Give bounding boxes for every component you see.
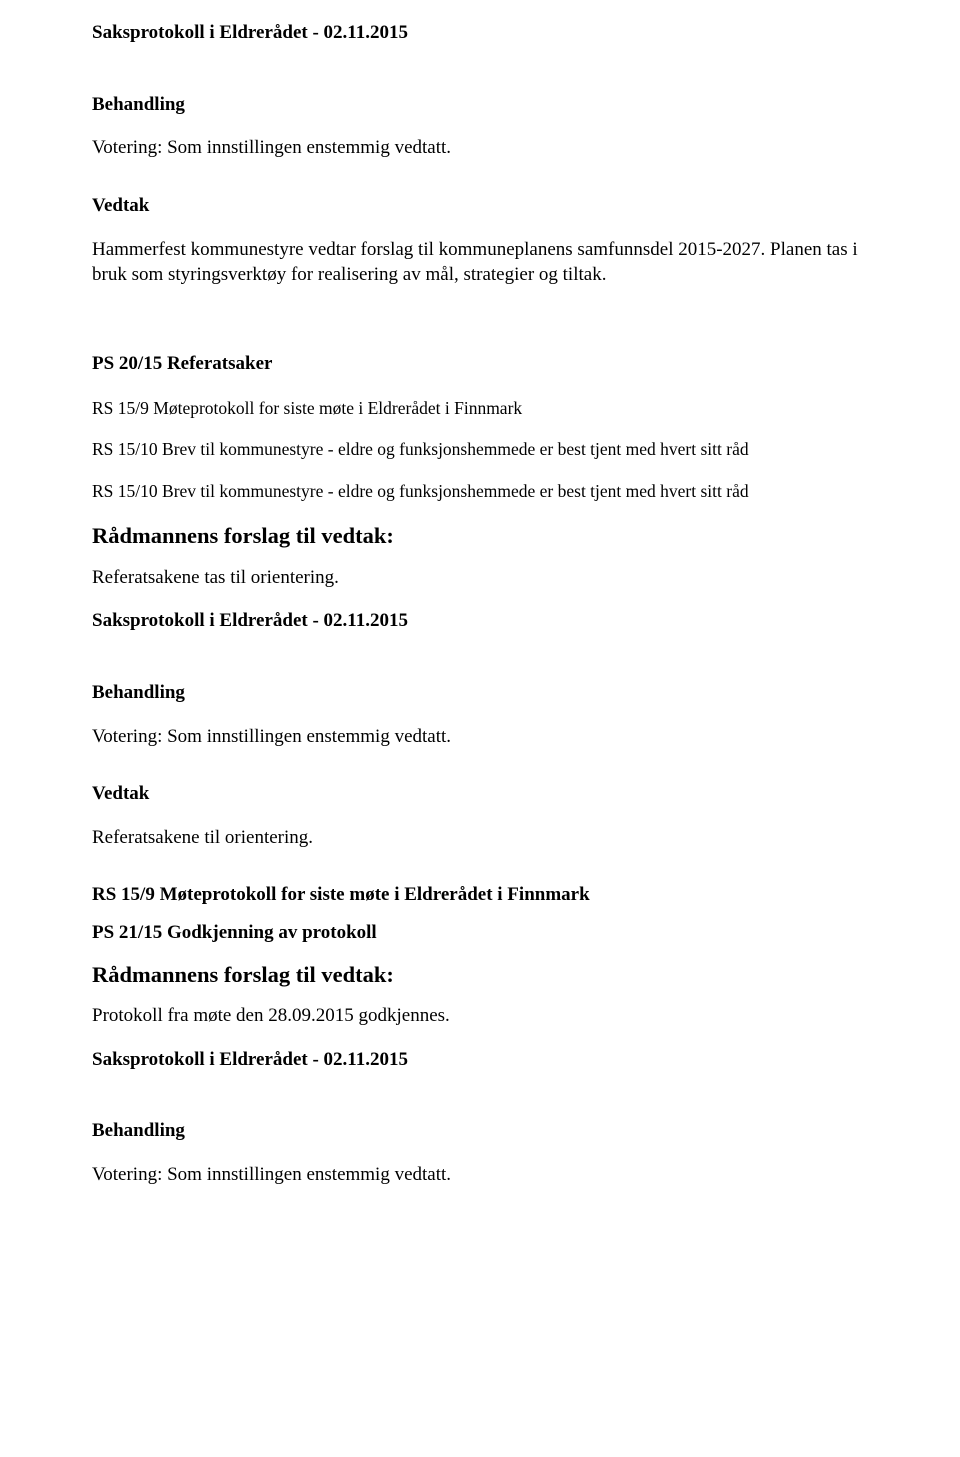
voting-text: Votering: Som innstillingen enstemmig ve… [92, 724, 868, 750]
behandling-label: Behandling [92, 92, 868, 118]
forslag-text: Referatsakene tas til orientering. [92, 565, 868, 591]
forslag-text: Protokoll fra møte den 28.09.2015 godkje… [92, 1003, 868, 1029]
vedtak-text: Referatsakene til orientering. [92, 825, 868, 851]
rs-heading: RS 15/9 Møteprotokoll for siste møte i E… [92, 883, 868, 908]
reference-item: RS 15/10 Brev til kommunestyre - eldre o… [92, 480, 868, 504]
forslag-heading: Rådmannens forslag til vedtak: [92, 960, 868, 989]
protocol-title: Saksprotokoll i Eldrerådet - 02.11.2015 [92, 608, 868, 634]
reference-item: RS 15/10 Brev til kommunestyre - eldre o… [92, 438, 868, 462]
ps-title: PS 21/15 Godkjenning av protokoll [92, 921, 868, 946]
forslag-heading: Rådmannens forslag til vedtak: [92, 521, 868, 550]
vedtak-text: Hammerfest kommunestyre vedtar forslag t… [92, 237, 868, 288]
ps-title: PS 20/15 Referatsaker [92, 352, 868, 377]
vedtak-label: Vedtak [92, 193, 868, 219]
protocol-title: Saksprotokoll i Eldrerådet - 02.11.2015 [92, 1047, 868, 1073]
behandling-label: Behandling [92, 1118, 868, 1144]
protocol-title: Saksprotokoll i Eldrerådet - 02.11.2015 [92, 20, 868, 46]
vedtak-label: Vedtak [92, 781, 868, 807]
behandling-label: Behandling [92, 680, 868, 706]
voting-text: Votering: Som innstillingen enstemmig ve… [92, 135, 868, 161]
voting-text: Votering: Som innstillingen enstemmig ve… [92, 1162, 868, 1188]
reference-item: RS 15/9 Møteprotokoll for siste møte i E… [92, 397, 868, 421]
